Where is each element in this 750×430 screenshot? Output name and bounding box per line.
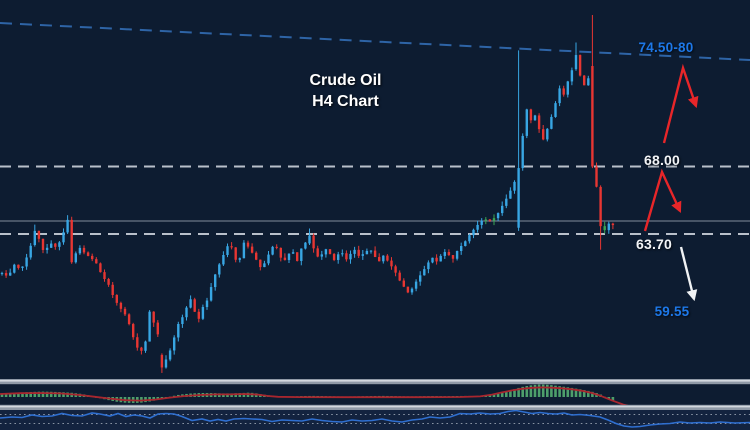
bounce-rejection-arrow-lower [643,168,682,232]
bounce-rejection-arrow-upper [662,63,699,144]
chart-title: Crude Oil H4 Chart [288,70,403,112]
candlestick-series [0,14,615,373]
panel-separator-top [0,379,750,385]
projection-arrows [643,63,699,302]
oscillator-panel [0,409,750,430]
chart-title-timeframe: H4 Chart [312,93,379,110]
level-6370-label: 63.70 [635,236,673,252]
target-price-label: 59.55 [654,304,690,319]
downside-target-arrow [679,246,698,302]
support-resistance-lines [0,22,750,235]
resistance-zone-label: 74.50-80 [638,40,694,55]
panel-separator-bottom [0,404,750,410]
chart-title-symbol: Crude Oil [309,72,382,89]
macd-panel [0,384,629,407]
level-68-label: 68.00 [643,152,681,168]
